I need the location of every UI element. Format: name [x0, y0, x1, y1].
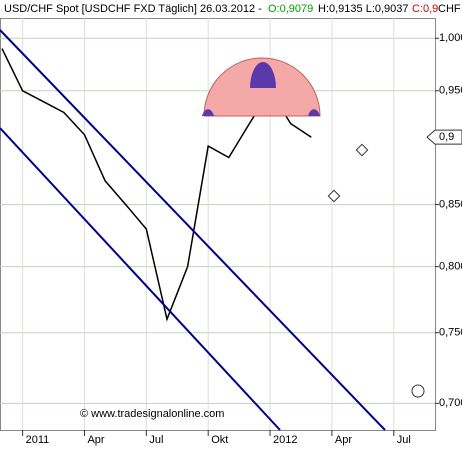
x-tick-label: Okt	[211, 434, 228, 446]
channel-upper	[0, 29, 386, 431]
last-price-label: 0,9	[439, 131, 454, 143]
channel-lower	[0, 127, 281, 431]
x-tick-label: Apr	[87, 434, 104, 446]
x-tick-label: Jul	[397, 434, 411, 446]
annotations	[0, 29, 425, 431]
y-tick-label: 0,850	[439, 199, 462, 211]
diamond-marker	[327, 189, 341, 203]
header-currency: CHF	[438, 3, 461, 15]
x-tick-label: 2012	[273, 434, 297, 446]
y-tick-label: 0,800	[439, 261, 462, 273]
arc-top	[250, 62, 276, 88]
header-open: O:0,9079	[268, 3, 313, 15]
watermark: © www.tradesignalonline.com	[80, 408, 224, 420]
plot-frame	[0, 18, 436, 431]
y-tick-label: 1,000	[439, 32, 462, 44]
header: USD/CHF Spot [USDCHF FXD Täglich] 26.03.…	[4, 3, 461, 15]
diamond-marker	[355, 143, 369, 157]
y-tick-label: 0,750	[439, 327, 462, 339]
x-tick-label: Jul	[149, 434, 163, 446]
header-high-low: H:0,9135 L:0,9037	[318, 3, 409, 15]
circle-marker	[411, 384, 425, 398]
x-tick-label: Apr	[335, 434, 352, 446]
last-price-marker	[426, 129, 462, 145]
header-close: C:0,9	[412, 3, 438, 15]
header-title: USD/CHF Spot [USDCHF FXD Täglich] 26.03.…	[4, 3, 262, 15]
x-tick-label: 2011	[26, 434, 50, 446]
arc-small	[202, 109, 214, 116]
y-tick-label: 0,700	[439, 397, 462, 409]
y-tick-label: 0,950	[439, 85, 462, 97]
arc-small	[308, 109, 320, 116]
